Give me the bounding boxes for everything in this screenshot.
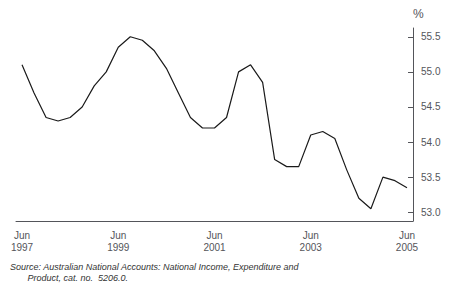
svg-text:Jun: Jun	[14, 230, 30, 241]
svg-text:1999: 1999	[107, 242, 130, 253]
svg-text:53.5: 53.5	[421, 172, 441, 183]
svg-text:54.5: 54.5	[421, 101, 441, 112]
svg-text:55.5: 55.5	[421, 31, 441, 42]
svg-text:Jun: Jun	[206, 230, 222, 241]
svg-text:1997: 1997	[11, 242, 34, 253]
svg-text:2001: 2001	[203, 242, 226, 253]
svg-text:%: %	[413, 7, 424, 21]
svg-text:2005: 2005	[396, 242, 419, 253]
svg-text:55.0: 55.0	[421, 66, 441, 77]
svg-text:Jun: Jun	[303, 230, 319, 241]
svg-text:Jun: Jun	[110, 230, 126, 241]
svg-text:Jun: Jun	[399, 230, 415, 241]
svg-text:Product, cat. no. 5206.0.: Product, cat. no. 5206.0.	[10, 273, 128, 283]
svg-text:54.0: 54.0	[421, 137, 441, 148]
svg-text:53.0: 53.0	[421, 207, 441, 218]
svg-text:2003: 2003	[300, 242, 323, 253]
svg-text:Source: Australian National Ac: Source: Australian National Accounts: Na…	[10, 262, 299, 272]
